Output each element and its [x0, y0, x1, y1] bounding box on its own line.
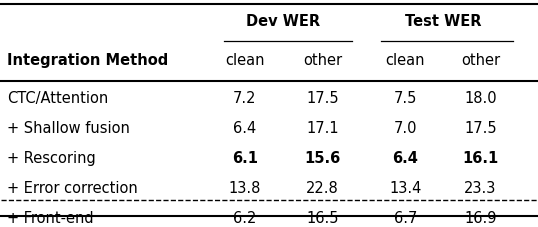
- Text: 6.2: 6.2: [233, 211, 257, 225]
- Text: 7.2: 7.2: [233, 91, 257, 106]
- Text: + Shallow fusion: + Shallow fusion: [7, 121, 130, 136]
- Text: 13.4: 13.4: [390, 180, 422, 195]
- Text: 18.0: 18.0: [464, 91, 497, 106]
- Text: 16.5: 16.5: [306, 211, 339, 225]
- Text: 6.4: 6.4: [233, 121, 257, 136]
- Text: clean: clean: [386, 53, 425, 67]
- Text: 16.1: 16.1: [462, 151, 499, 165]
- Text: CTC/Attention: CTC/Attention: [7, 91, 108, 106]
- Text: 7.0: 7.0: [394, 121, 417, 136]
- Text: 23.3: 23.3: [464, 180, 497, 195]
- Text: 6.7: 6.7: [394, 211, 417, 225]
- Text: other: other: [303, 53, 342, 67]
- Text: 7.5: 7.5: [394, 91, 417, 106]
- Text: + Error correction: + Error correction: [7, 180, 138, 195]
- Text: clean: clean: [225, 53, 265, 67]
- Text: Dev WER: Dev WER: [246, 13, 321, 28]
- Text: Test WER: Test WER: [405, 13, 481, 28]
- Text: + Rescoring: + Rescoring: [7, 151, 95, 165]
- Text: 13.8: 13.8: [229, 180, 261, 195]
- Text: 17.1: 17.1: [306, 121, 339, 136]
- Text: 16.9: 16.9: [464, 211, 497, 225]
- Text: 17.5: 17.5: [306, 91, 339, 106]
- Text: 6.1: 6.1: [232, 151, 258, 165]
- Text: + Front-end: + Front-end: [7, 211, 94, 225]
- Text: Integration Method: Integration Method: [7, 53, 168, 67]
- Text: 6.4: 6.4: [393, 151, 419, 165]
- Text: 15.6: 15.6: [305, 151, 341, 165]
- Text: 17.5: 17.5: [464, 121, 497, 136]
- Text: 22.8: 22.8: [306, 180, 339, 195]
- Text: other: other: [461, 53, 500, 67]
